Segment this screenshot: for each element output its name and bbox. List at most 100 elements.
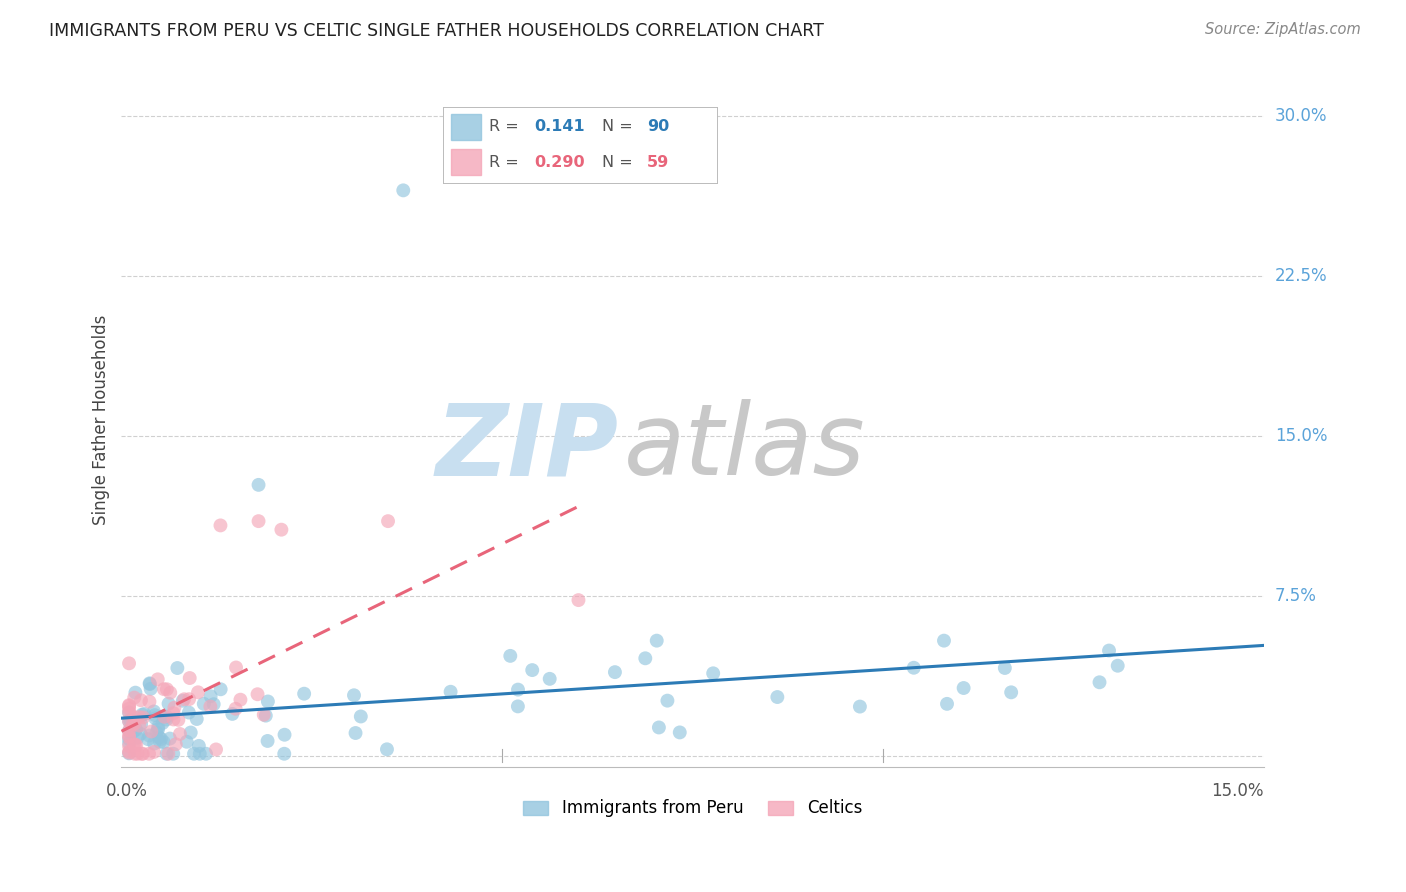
Immigrants from Peru	[148, 731, 170, 745]
Celtics	[118, 698, 141, 712]
Text: 0.290: 0.290	[534, 155, 585, 169]
Immigrants from Peru	[131, 707, 153, 722]
Immigrants from Peru	[148, 720, 170, 734]
Text: ZIP: ZIP	[436, 399, 619, 496]
Immigrants from Peru	[645, 633, 668, 648]
Immigrants from Peru	[162, 747, 184, 761]
Celtics	[124, 717, 146, 731]
Text: N =: N =	[602, 120, 638, 135]
Celtics	[132, 710, 155, 724]
Immigrants from Peru	[118, 706, 141, 720]
Immigrants from Peru	[187, 739, 209, 753]
Celtics	[567, 593, 589, 607]
Celtics	[377, 514, 399, 528]
Immigrants from Peru	[143, 737, 166, 751]
Immigrants from Peru	[138, 729, 160, 743]
Immigrants from Peru	[143, 711, 166, 725]
Celtics	[253, 707, 276, 722]
Immigrants from Peru	[439, 685, 461, 699]
Immigrants from Peru	[292, 687, 315, 701]
Legend: Immigrants from Peru, Celtics: Immigrants from Peru, Celtics	[517, 793, 869, 824]
Immigrants from Peru	[118, 747, 141, 761]
Immigrants from Peru	[648, 721, 671, 735]
Immigrants from Peru	[188, 747, 211, 761]
Celtics	[131, 747, 153, 761]
Immigrants from Peru	[932, 633, 955, 648]
Immigrants from Peru	[257, 694, 280, 708]
Immigrants from Peru	[159, 731, 181, 746]
Immigrants from Peru	[146, 723, 169, 737]
Immigrants from Peru	[350, 709, 373, 723]
Immigrants from Peru	[849, 699, 872, 714]
Immigrants from Peru	[125, 723, 148, 737]
Text: 0.141: 0.141	[534, 120, 585, 135]
Immigrants from Peru	[343, 688, 366, 702]
Celtics	[127, 747, 149, 761]
Immigrants from Peru	[118, 731, 141, 746]
Celtics	[169, 727, 191, 741]
Text: 15.0%: 15.0%	[1212, 781, 1264, 799]
Immigrants from Peru	[344, 726, 367, 740]
Immigrants from Peru	[136, 732, 159, 747]
Celtics	[118, 730, 141, 744]
Immigrants from Peru	[193, 697, 215, 711]
Celtics	[138, 747, 160, 761]
Immigrants from Peru	[183, 747, 205, 761]
Immigrants from Peru	[149, 735, 172, 749]
Celtics	[163, 700, 186, 714]
Immigrants from Peru	[152, 735, 174, 749]
Immigrants from Peru	[156, 747, 179, 761]
Celtics	[118, 744, 141, 758]
Celtics	[118, 723, 141, 738]
Immigrants from Peru	[1088, 675, 1111, 690]
Celtics	[121, 717, 143, 731]
Immigrants from Peru	[155, 709, 177, 723]
Immigrants from Peru	[952, 681, 974, 695]
Celtics	[165, 737, 187, 751]
Immigrants from Peru	[139, 681, 162, 696]
Immigrants from Peru	[506, 682, 529, 697]
Immigrants from Peru	[129, 717, 152, 731]
Immigrants from Peru	[176, 735, 198, 749]
Celtics	[129, 693, 152, 707]
Celtics	[124, 747, 146, 761]
Immigrants from Peru	[634, 651, 657, 665]
Celtics	[124, 710, 146, 724]
Celtics	[187, 685, 209, 699]
Text: R =: R =	[489, 120, 524, 135]
Celtics	[118, 657, 141, 671]
Celtics	[157, 747, 180, 761]
Immigrants from Peru	[209, 682, 232, 697]
Immigrants from Peru	[142, 705, 165, 719]
Immigrants from Peru	[256, 734, 278, 748]
Immigrants from Peru	[166, 661, 188, 675]
Celtics	[118, 728, 141, 742]
Immigrants from Peru	[1000, 685, 1022, 699]
Immigrants from Peru	[149, 731, 172, 746]
Immigrants from Peru	[903, 661, 925, 675]
Immigrants from Peru	[221, 706, 243, 721]
Celtics	[118, 699, 141, 714]
Text: 59: 59	[647, 155, 669, 169]
Immigrants from Peru	[155, 713, 177, 727]
Immigrants from Peru	[172, 694, 194, 708]
Text: 0.0%: 0.0%	[107, 781, 148, 799]
Celtics	[162, 713, 184, 727]
Celtics	[125, 738, 148, 752]
Celtics	[124, 738, 146, 752]
Text: Source: ZipAtlas.com: Source: ZipAtlas.com	[1205, 22, 1361, 37]
Text: 22.5%: 22.5%	[1275, 267, 1327, 285]
Immigrants from Peru	[186, 712, 208, 726]
Immigrants from Peru	[1098, 643, 1121, 657]
Immigrants from Peru	[139, 677, 162, 691]
Celtics	[122, 690, 145, 705]
Immigrants from Peru	[202, 697, 225, 711]
Immigrants from Peru	[122, 724, 145, 739]
Celtics	[200, 699, 222, 714]
Celtics	[247, 514, 270, 528]
Immigrants from Peru	[273, 747, 295, 761]
Text: 30.0%: 30.0%	[1275, 107, 1327, 125]
Immigrants from Peru	[124, 686, 146, 700]
Celtics	[122, 737, 145, 751]
Text: atlas: atlas	[624, 399, 866, 496]
